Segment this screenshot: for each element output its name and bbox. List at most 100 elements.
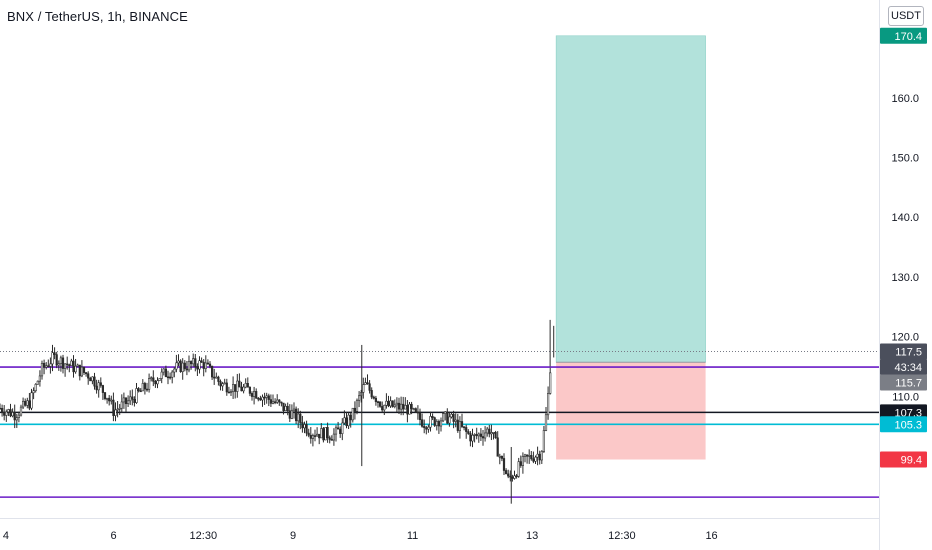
candle-body (496, 437, 499, 457)
candle-body (116, 408, 119, 411)
candle-body (148, 378, 151, 390)
candle-body (387, 400, 390, 407)
candle-body (353, 407, 357, 412)
candle-body (118, 407, 121, 410)
candle-body (135, 388, 138, 403)
candle-body (284, 405, 287, 411)
candle-body (248, 386, 252, 394)
candle-body (17, 414, 21, 418)
candle-body (420, 419, 424, 427)
candle-body (221, 383, 224, 387)
candle-body (3, 412, 6, 416)
candle-body (385, 400, 388, 406)
price-badge (880, 359, 927, 376)
candle-body (439, 420, 443, 427)
candle-body (462, 426, 466, 428)
candle-body (282, 402, 285, 411)
candle-body (364, 382, 367, 385)
candle-body (318, 433, 321, 439)
candle-body (368, 383, 371, 391)
candle-body (192, 358, 195, 365)
candle-body (97, 382, 100, 391)
candle-body (357, 395, 361, 401)
candle-body (19, 406, 23, 416)
candle-body (211, 365, 214, 378)
candle-body (532, 458, 535, 462)
candle-body (511, 476, 514, 479)
candle-body (389, 400, 392, 407)
candle-body (395, 402, 399, 406)
candle-body (265, 395, 268, 398)
price-badge (880, 343, 927, 360)
price-badge-label: 115.7 (895, 378, 922, 390)
candle-body (504, 470, 508, 475)
candle-body (320, 428, 323, 439)
candle-body (141, 383, 144, 392)
candle-body (483, 432, 487, 439)
candle-body (47, 365, 50, 368)
candle-body (441, 413, 445, 422)
x-tick-label: 4 (3, 530, 9, 542)
candle-body (89, 377, 92, 382)
candle-body (276, 399, 279, 403)
candle-body (481, 436, 485, 439)
candle-body (158, 378, 161, 381)
y-tick-label: 130.0 (891, 272, 919, 284)
candle-body (187, 361, 191, 371)
candle-body (185, 368, 189, 371)
candle-body (24, 400, 27, 406)
y-tick-label: 160.0 (891, 93, 919, 105)
candle-body (253, 391, 256, 397)
candle-body (246, 383, 249, 388)
candle-body (30, 392, 33, 409)
candle-body (418, 412, 422, 421)
candle-body (473, 434, 476, 436)
candle-body (204, 362, 207, 369)
candle-body (402, 403, 405, 410)
candle-body (137, 388, 140, 392)
candle-body (540, 451, 543, 461)
candle-body (330, 439, 333, 441)
candle-body (427, 426, 430, 430)
currency-button[interactable]: USDT (888, 6, 924, 26)
candle-body (349, 414, 352, 421)
candle-body (507, 473, 510, 477)
candle-body (307, 432, 310, 436)
candle-body (536, 453, 539, 458)
candle-body (250, 393, 254, 397)
candle-body (490, 432, 493, 435)
candle-body (129, 396, 132, 402)
price-badge-label: 99.4 (901, 455, 922, 467)
candle-body (479, 433, 483, 437)
candle-body (269, 399, 273, 404)
candle-body (122, 397, 125, 403)
x-tick-label: 13 (526, 530, 538, 542)
candle-body (408, 403, 411, 415)
candle-body (448, 416, 451, 424)
candle-body (232, 384, 235, 392)
candle-body (244, 383, 247, 388)
candle-body (542, 430, 545, 452)
candle-body (475, 434, 478, 437)
candle-body (200, 360, 203, 363)
candle-body (99, 382, 102, 386)
candle-body (177, 360, 180, 364)
candle-body (471, 434, 474, 442)
candle-body (528, 455, 531, 457)
candle-body (530, 455, 533, 460)
candle-body (85, 372, 88, 375)
candle-body (80, 366, 83, 377)
price-badge-label: 43:34 (894, 362, 922, 374)
candle-body (546, 393, 550, 416)
candle-body (171, 371, 174, 378)
candle-body (76, 364, 79, 367)
candle-body (259, 398, 262, 401)
candle-body (82, 366, 86, 373)
candle-body (28, 400, 31, 409)
candle-body (196, 366, 199, 370)
candle-body (108, 397, 111, 402)
candle-body (521, 456, 524, 466)
y-tick-label: 150.0 (891, 153, 919, 165)
candle-body (87, 373, 90, 379)
